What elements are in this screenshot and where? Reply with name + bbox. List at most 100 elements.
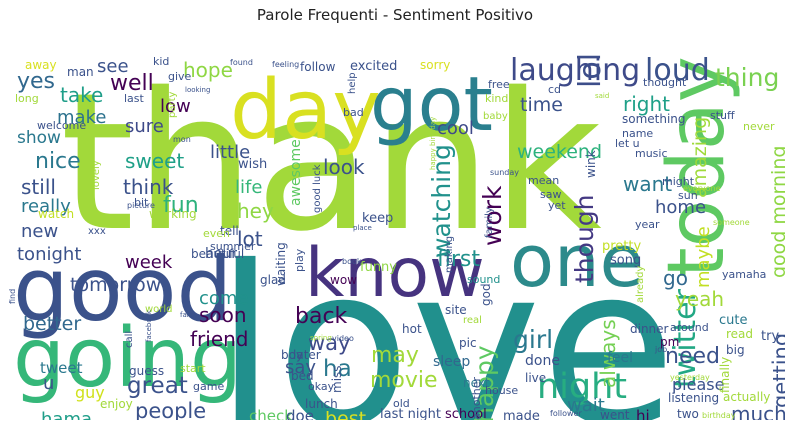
word-tweet: tweet (40, 359, 83, 377)
word-time: time (520, 94, 563, 116)
word-party: party (167, 91, 178, 118)
word-thing: thing (715, 63, 779, 92)
word-kind: kind (485, 92, 508, 105)
word-ha: ha (323, 356, 352, 382)
word-old: old (393, 397, 410, 410)
word-fun: fun (163, 193, 199, 218)
word-said: said (595, 92, 609, 100)
word-soon: soon (199, 303, 247, 327)
word-yet: yet (548, 199, 566, 212)
word-two: two (677, 407, 699, 420)
word-watching: watching (427, 144, 456, 258)
word-people: people (135, 399, 206, 420)
word-waiting: waiting (274, 242, 288, 286)
word-little: little (210, 142, 250, 163)
word-lot: lot (237, 227, 263, 251)
word-later: later (293, 348, 321, 362)
word-looking: looking (185, 86, 210, 94)
word-site: site (445, 303, 467, 317)
word-lol: lol (573, 53, 608, 88)
word-god: god (479, 283, 493, 306)
word-sunday: sunday (490, 168, 519, 177)
word-right: right (623, 92, 670, 116)
word-start: start (180, 362, 206, 375)
word-weekend: weekend (517, 141, 602, 163)
word-last: last (124, 92, 145, 105)
word-work: work (478, 185, 507, 246)
word-u: u (43, 373, 54, 394)
word-best: best (325, 408, 366, 420)
word-baby: baby (483, 111, 508, 122)
word-sorry: sorry (420, 58, 450, 72)
word-take: take (60, 83, 103, 107)
word-new: new (21, 221, 58, 242)
word-play: play (293, 248, 306, 272)
word-tonight: tonight (17, 244, 81, 265)
word-already: already (635, 266, 646, 303)
word-game: game (193, 380, 224, 393)
word-help: help (347, 72, 358, 94)
word-hi: hi (636, 407, 650, 420)
word-finally: finally (718, 357, 732, 393)
word-much: much (731, 402, 785, 420)
word-happy: happy (470, 345, 499, 420)
word-stuff: stuff (710, 109, 735, 122)
word-need: need (665, 344, 720, 369)
word-look: look (323, 155, 365, 179)
word-mean: mean (528, 174, 559, 187)
word-twitter: twitter (668, 288, 703, 388)
word-hey: hey (237, 199, 274, 223)
word-let-u: let u (615, 137, 640, 150)
word-please: please (672, 375, 724, 394)
word-life: life (235, 177, 262, 198)
word-world: world (145, 304, 173, 315)
word-bed: bed (291, 369, 314, 383)
word-know: know (305, 234, 485, 313)
word-picture: picture (127, 201, 155, 210)
word-made: made (503, 409, 540, 420)
word-say: say (285, 357, 316, 378)
word-amazing: amazing (689, 117, 711, 198)
word-read: read (726, 327, 753, 341)
word-better: better (23, 313, 81, 335)
word-guy: guy (75, 383, 105, 402)
word-listening: listening (668, 391, 719, 405)
word-tomorrow: tomorrow (70, 274, 161, 296)
word-spring: spring (310, 334, 332, 342)
word-bad: bad (343, 106, 364, 119)
word-girl: girl (513, 325, 553, 354)
word-sun: sun (678, 189, 698, 202)
word-lunch: lunch (305, 397, 338, 411)
word-movie: movie (370, 368, 438, 393)
word-awesome: awesome (288, 139, 304, 206)
word-might: might (662, 175, 695, 188)
word-fan: fan (180, 311, 191, 319)
word-making: making (444, 236, 455, 273)
word-today: today (652, 56, 742, 278)
word-even: even (203, 227, 230, 240)
word-lovely: lovely (91, 160, 102, 190)
word-excited: excited (350, 59, 397, 74)
word-well: well (110, 71, 154, 96)
word-place: place (353, 224, 372, 232)
word-good-morning: good morning (768, 146, 785, 278)
word-back: back (295, 304, 348, 329)
word-always: always (596, 319, 620, 388)
word-day: day (230, 63, 381, 158)
word-long: long (15, 92, 39, 105)
word-yesterday: yesterday (670, 373, 710, 382)
word-glad: glad (260, 273, 286, 287)
word-next: next (463, 376, 490, 390)
word-thank: thank (60, 52, 602, 273)
word-real: real (463, 315, 482, 326)
word-wait: wait (567, 395, 605, 416)
word-book: book (342, 257, 362, 266)
word-feel: feel (607, 350, 633, 366)
word-yes: yes (17, 69, 55, 94)
word-go: go (663, 266, 688, 290)
word-family: family (484, 207, 495, 238)
word-wish: wish (238, 157, 267, 172)
word-last-night: last night (380, 407, 441, 420)
word-love: love (215, 219, 676, 420)
word-come: come (199, 288, 249, 309)
